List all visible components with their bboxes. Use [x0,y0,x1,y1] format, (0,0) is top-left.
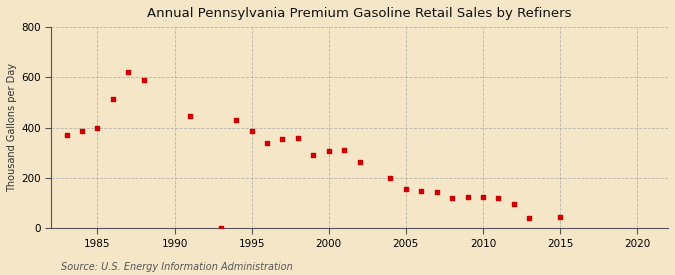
Point [416,188,427,193]
Point [478,195,489,199]
Point [400,187,411,191]
Point [184,114,195,118]
Point [431,190,442,194]
Point [277,137,288,141]
Point [107,96,118,101]
Point [138,78,149,82]
Point [493,196,504,200]
Point [555,215,566,219]
Point [92,125,103,130]
Point [524,216,535,221]
Point [246,129,257,133]
Point [339,148,350,152]
Point [354,160,365,164]
Point [447,196,458,200]
Point [123,70,134,74]
Point [215,226,226,230]
Point [61,133,72,137]
Point [262,141,273,145]
Point [508,202,519,207]
Text: Source: U.S. Energy Information Administration: Source: U.S. Energy Information Administ… [61,262,292,271]
Point [308,153,319,158]
Point [292,135,303,140]
Point [385,176,396,180]
Point [323,149,334,154]
Point [462,195,473,199]
Y-axis label: Thousand Gallons per Day: Thousand Gallons per Day [7,63,17,192]
Point [231,118,242,122]
Point [76,129,87,133]
Title: Annual Pennsylvania Premium Gasoline Retail Sales by Refiners: Annual Pennsylvania Premium Gasoline Ret… [147,7,572,20]
